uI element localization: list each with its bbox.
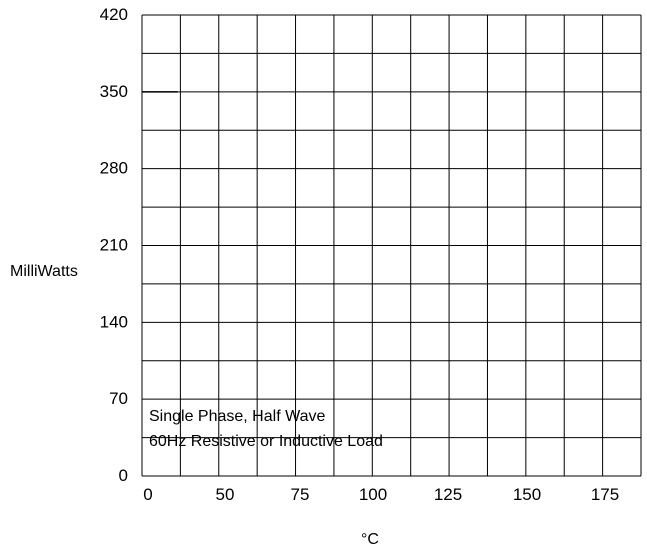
x-tick-label: 150 (513, 485, 541, 504)
x-axis-label: °C (361, 531, 379, 548)
x-tick-label: 100 (359, 485, 387, 504)
x-tick-label: 175 (591, 485, 619, 504)
y-axis-label: MilliWatts (10, 263, 78, 280)
y-tick-label: 350 (100, 82, 128, 101)
y-tick-labels: 0 70 140 210 280 350 420 (100, 5, 128, 485)
y-tick-label: 140 (100, 312, 128, 331)
annotation-line-1: Single Phase, Half Wave (149, 408, 325, 425)
x-tick-label: 50 (216, 485, 235, 504)
x-tick-label: 125 (434, 485, 462, 504)
x-tick-label: 0 (143, 485, 152, 504)
y-tick-label: 0 (119, 466, 128, 485)
x-tick-labels: 0 50 75 100 125 150 175 (143, 485, 619, 504)
plot-grid (141, 14, 642, 477)
y-tick-label: 280 (100, 159, 128, 178)
annotation-line-2: 60Hz Resistive or Inductive Load (149, 433, 383, 450)
x-tick-label: 75 (291, 485, 310, 504)
y-tick-label: 210 (100, 236, 128, 255)
y-tick-label: 70 (109, 389, 128, 408)
y-tick-label: 420 (100, 5, 128, 24)
